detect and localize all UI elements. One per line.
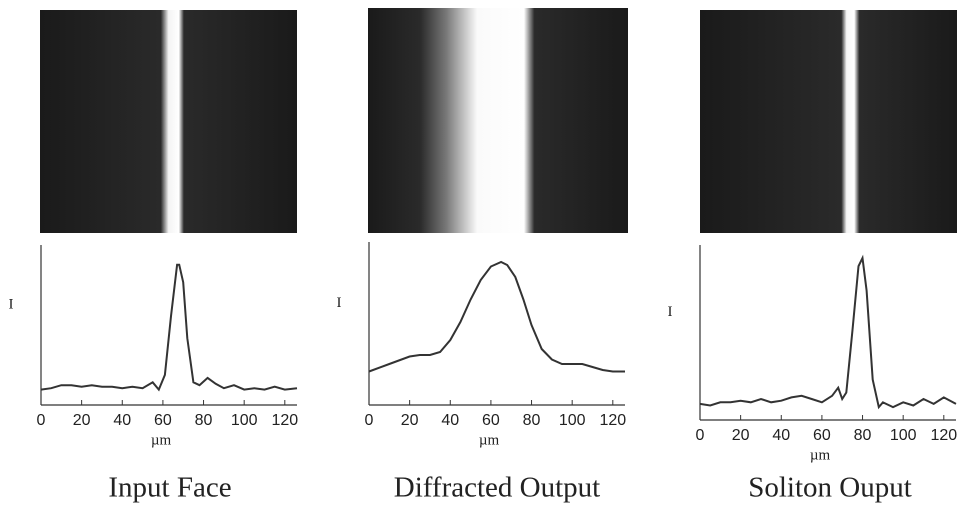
x-tick-label: 20 — [732, 427, 750, 444]
x-tick-label: 80 — [523, 412, 541, 429]
x-tick-label: 0 — [696, 427, 705, 444]
x-tick-label: 40 — [772, 427, 790, 444]
input-face-image — [40, 10, 297, 233]
x-tick-label: 40 — [441, 412, 459, 429]
intensity-line — [40, 263, 298, 392]
x-axis-label: µm — [151, 432, 172, 448]
x-tick-label: 60 — [154, 412, 172, 429]
caption: Input Face — [108, 472, 231, 504]
x-tick-label: 60 — [813, 427, 831, 444]
x-tick-label: 80 — [854, 427, 872, 444]
y-axis-label: I — [9, 296, 14, 312]
y-axis-label: I — [337, 295, 342, 311]
soliton-output-image — [700, 10, 957, 233]
x-tick-label: 120 — [599, 412, 626, 429]
y-axis-label: I — [668, 304, 673, 320]
diffracted-output-image — [368, 8, 628, 233]
x-tick-label: 20 — [73, 412, 91, 429]
x-tick-label: 0 — [37, 412, 46, 429]
x-tick-label: 60 — [482, 412, 500, 429]
caption: Diffracted Output — [394, 472, 600, 504]
x-tick-label: 100 — [890, 427, 917, 444]
x-tick-label: 120 — [930, 427, 957, 444]
x-tick-label: 100 — [559, 412, 586, 429]
x-tick-label: 20 — [401, 412, 419, 429]
x-tick-label: 80 — [195, 412, 213, 429]
x-tick-label: 40 — [113, 412, 131, 429]
intensity-line — [368, 260, 625, 373]
x-axis-label: µm — [810, 447, 831, 463]
x-tick-label: 0 — [365, 412, 374, 429]
caption: Soliton Ouput — [748, 472, 912, 504]
intensity-line — [699, 254, 957, 410]
x-axis-label: µm — [479, 432, 500, 448]
x-tick-label: 120 — [271, 412, 298, 429]
x-tick-label: 100 — [231, 412, 258, 429]
